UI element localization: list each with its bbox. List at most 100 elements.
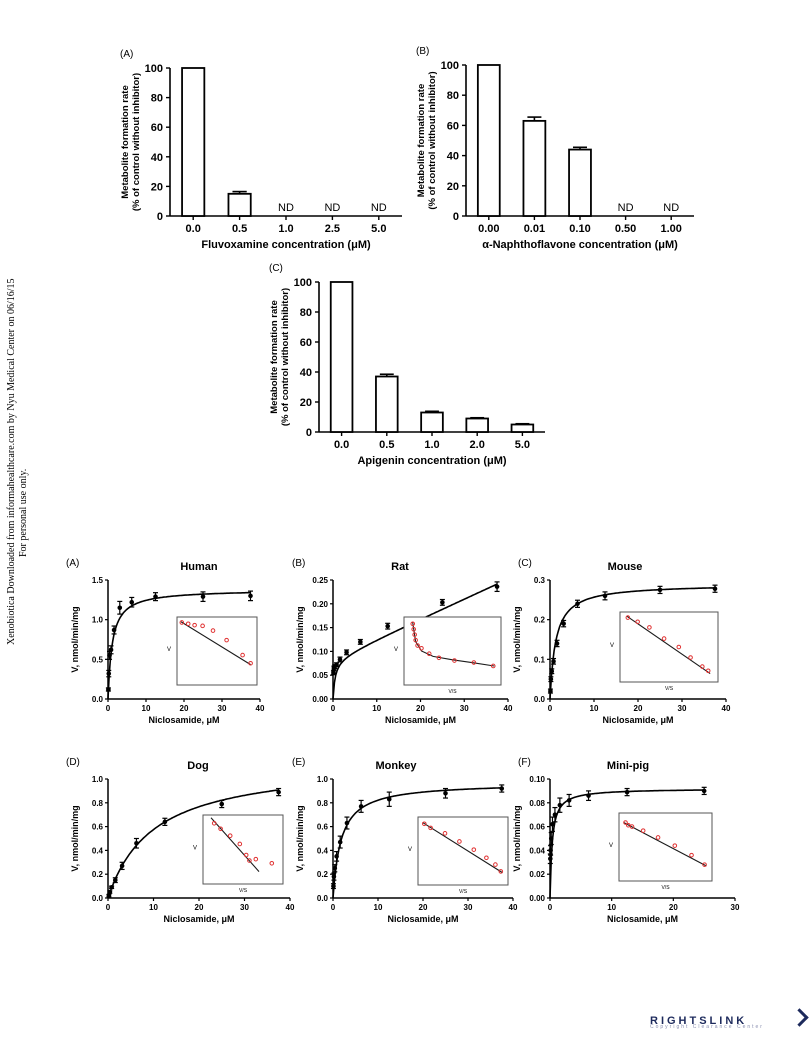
inset-plot: V V/S	[394, 616, 502, 695]
inset-data-point	[676, 644, 682, 650]
data-point	[331, 874, 337, 879]
x-tick-label: 0.0	[334, 439, 349, 451]
inset-data-point	[471, 847, 477, 852]
x-tick-label: 40	[256, 704, 265, 713]
inset-data-point	[200, 623, 205, 629]
y-tick-label: 40	[447, 151, 459, 163]
y-tick-label: 100	[294, 277, 312, 289]
y-axis-label: V, nmol/min/mg	[70, 805, 80, 871]
y-axis-label-line: Metabolite formation rate	[269, 300, 280, 414]
inset-data-point	[471, 660, 477, 665]
chart-title: Mini-pig	[607, 760, 649, 772]
y-axis-label: V, nmol/min/mg	[512, 606, 522, 672]
y-tick-label: 100	[145, 63, 163, 75]
y-tick-label: 40	[151, 152, 163, 164]
inset-data-point	[210, 628, 216, 633]
data-point	[551, 659, 556, 664]
panel-label: (E)	[292, 757, 305, 768]
bar	[476, 64, 501, 217]
y-axis-label-line: (% of control without inhibitor)	[280, 288, 291, 426]
y-tick-label: 0.0	[92, 894, 104, 903]
data-point	[107, 889, 113, 895]
x-tick-label: 0.50	[615, 223, 636, 235]
inset-data-point	[253, 856, 259, 862]
bar	[329, 281, 354, 433]
x-axis-label: Niclosamide, μM	[163, 914, 234, 924]
inset-data-point	[705, 668, 711, 674]
y-axis-label: V, nmol/min/mg	[295, 606, 305, 672]
data-point	[561, 621, 566, 626]
data-point	[106, 893, 112, 898]
x-tick-label: 0.01	[524, 223, 545, 235]
inset-plot: V V/S	[193, 814, 284, 894]
data-point	[552, 812, 558, 817]
y-tick-label: 0.4	[317, 846, 329, 855]
x-tick-label: 0	[106, 704, 111, 713]
inset-data-point	[412, 632, 417, 637]
x-tick-label: 0.00	[478, 223, 499, 235]
y-tick-label: 0.10	[312, 647, 328, 656]
nd-label: ND	[371, 202, 387, 214]
inset-data-point	[269, 861, 275, 866]
panel-label: (C)	[518, 558, 532, 569]
x-tick-label: 20	[416, 704, 425, 713]
inset-data-point	[419, 645, 424, 651]
y-tick-label: 0.8	[317, 799, 329, 808]
inset-fit-line	[180, 621, 251, 666]
data-point	[554, 641, 560, 646]
x-tick-label: 1.00	[660, 223, 681, 235]
bar-chart-inhibB: (B) 0 20 40 60 80 100 0.00 0.01 0.10 0.50 ND 1.00 ND M…	[416, 46, 694, 251]
x-tick-label: 2.5	[325, 223, 340, 235]
y-tick-label: 0.2	[92, 870, 104, 879]
inset-data-point	[635, 619, 640, 625]
x-axis-label: α-Naphthoflavone concentration (μM)	[482, 239, 678, 251]
panel-label: (A)	[66, 558, 79, 569]
x-tick-label: 30	[731, 903, 740, 912]
y-tick-label: 40	[300, 367, 312, 379]
inset-plot: V V/S	[408, 816, 509, 895]
data-point	[112, 877, 118, 883]
y-tick-label: 0.25	[312, 576, 328, 585]
x-tick-label: 0.10	[569, 223, 590, 235]
y-tick-label: 0.02	[529, 870, 545, 879]
nd-label: ND	[278, 202, 294, 214]
x-tick-label: 30	[678, 704, 687, 713]
data-point	[337, 839, 343, 845]
inset-frame	[202, 814, 284, 885]
data-point	[566, 798, 572, 803]
data-point	[106, 671, 112, 676]
x-tick-label: 0.5	[379, 439, 394, 451]
x-tick-label: 30	[460, 704, 469, 713]
download-notice-line-1: Xenobiotica Downloaded from informahealt…	[6, 278, 17, 645]
inset-x-label: V/S	[448, 689, 457, 695]
panel-label: (A)	[120, 49, 133, 60]
y-tick-label: 0.3	[534, 576, 546, 585]
x-tick-label: 5.0	[515, 439, 530, 451]
chevron-right-icon	[790, 1008, 809, 1027]
x-tick-label: 30	[218, 704, 227, 713]
data-point	[624, 789, 630, 795]
data-point	[134, 840, 139, 846]
x-axis-label: Niclosamide, μM	[602, 715, 673, 725]
inset-data-point	[661, 636, 667, 641]
inset-x-label: V/S	[239, 888, 248, 894]
inset-data-point	[422, 821, 427, 827]
y-axis-label: V, nmol/min/mg	[295, 805, 305, 871]
inset-data-point	[640, 828, 646, 833]
chart-title: Human	[180, 561, 218, 573]
inset-data-point	[452, 658, 457, 663]
data-point	[331, 883, 336, 889]
data-point	[358, 804, 364, 809]
chart-title: Mouse	[608, 561, 643, 573]
bar	[227, 192, 252, 217]
data-point	[494, 584, 500, 589]
x-tick-label: 40	[722, 704, 731, 713]
inset-data-point	[224, 637, 229, 643]
inset-data-point	[672, 843, 678, 848]
y-tick-label: 0.6	[92, 823, 104, 832]
bar	[420, 411, 444, 433]
rightslink-logo[interactable]: RIGHTSLINK Copyright Clearance Center	[650, 1008, 810, 1035]
inset-data-point	[410, 621, 416, 627]
data-point	[548, 848, 553, 853]
inset-data-point	[700, 664, 705, 669]
